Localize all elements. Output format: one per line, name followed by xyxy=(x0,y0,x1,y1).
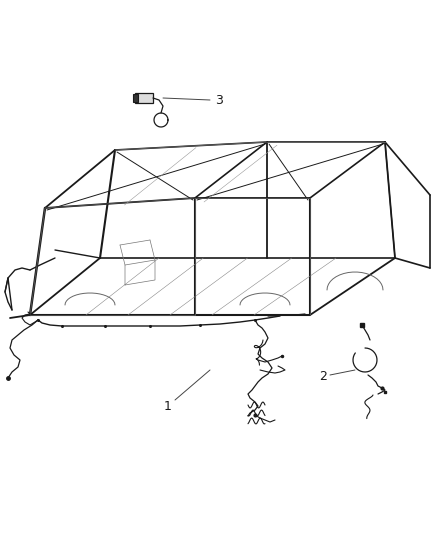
Text: 3: 3 xyxy=(215,93,223,107)
Text: 1: 1 xyxy=(164,400,172,413)
Bar xyxy=(133,94,138,102)
Bar xyxy=(135,93,153,103)
Text: 2: 2 xyxy=(319,369,327,383)
